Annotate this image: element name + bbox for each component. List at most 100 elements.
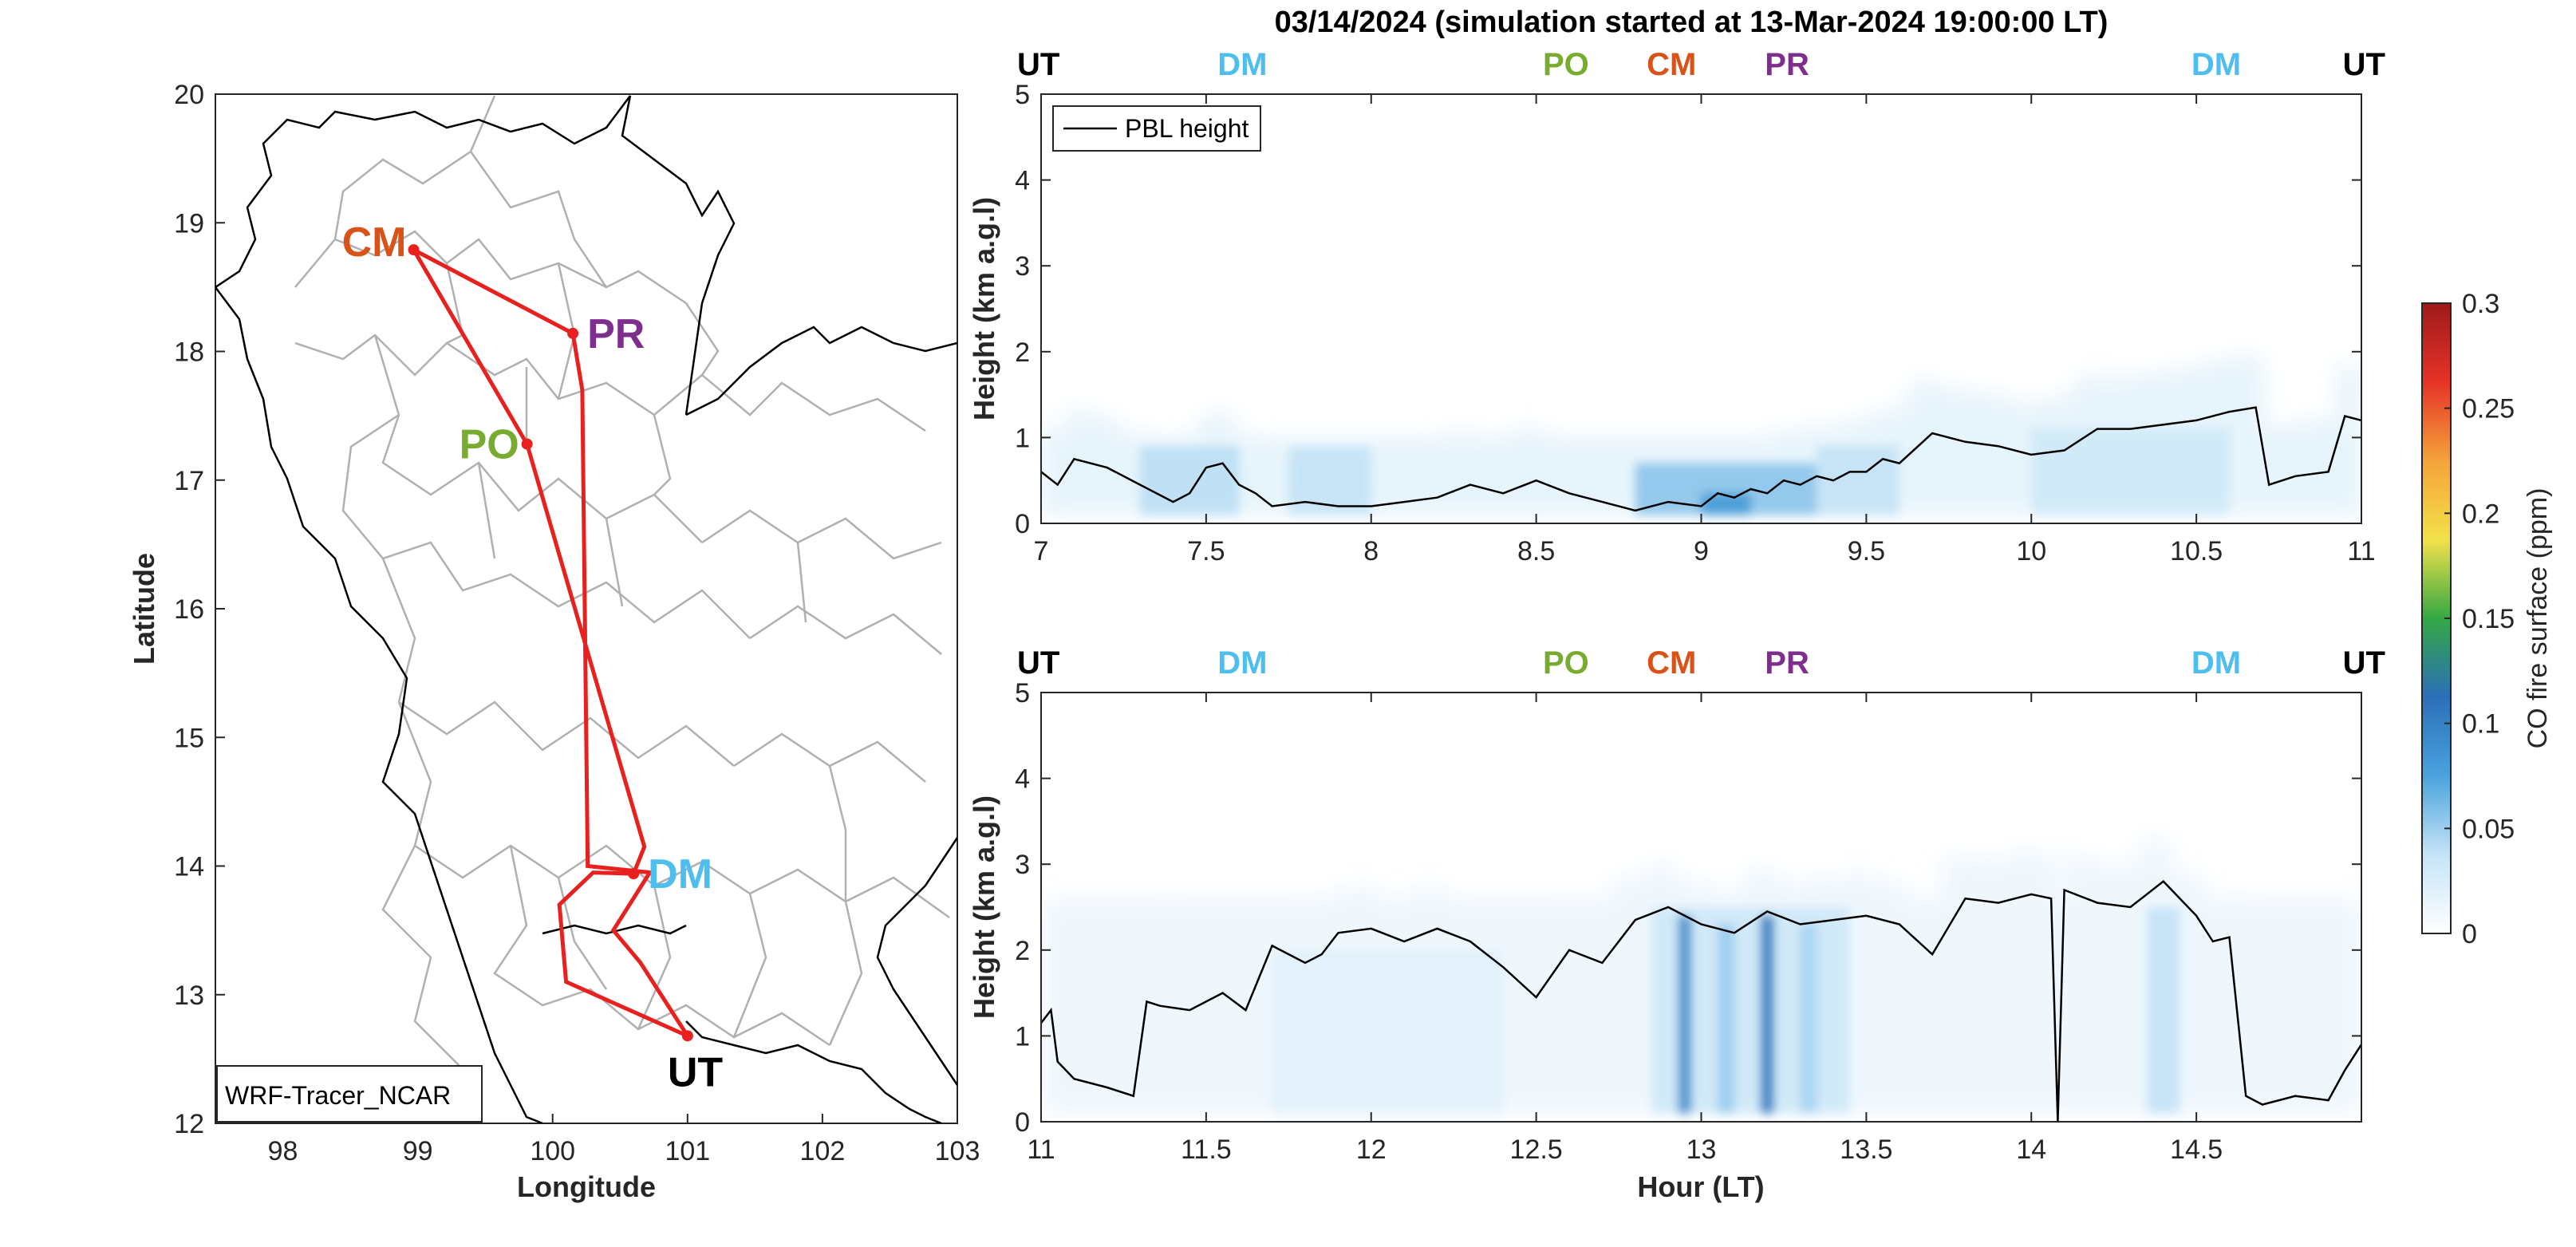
site-marker-pr: [567, 327, 579, 339]
legend-box: PBL height: [1052, 105, 1261, 152]
site-label-ut: UT: [668, 1049, 724, 1095]
site-label-dm: DM: [648, 851, 712, 898]
colorbar-tick-label: 0.3: [2462, 289, 2499, 319]
panel-bottom-ylabel: Height (km a.g.l): [968, 795, 1000, 1019]
colorbar-tick-label: 0.25: [2462, 394, 2515, 424]
xtick-label: 9: [1694, 536, 1709, 566]
site-label-cm: CM: [1647, 47, 1696, 82]
ytick-label: 4: [1015, 166, 1030, 196]
ytick-label: 2: [1015, 337, 1030, 368]
map-ytick-label: 14: [174, 852, 204, 882]
panel-bottom-site-labels: UT DM PO CM PR DM UT: [1017, 645, 2385, 681]
model-label-box: WRF-Tracer_NCAR: [216, 1065, 483, 1123]
site-label-ut: UT: [2343, 645, 2385, 681]
site-label-ut: UT: [1017, 47, 1059, 82]
colorbar-tick-label: 0: [2462, 919, 2477, 949]
xtick-label: 7.5: [1187, 536, 1225, 566]
xtick-label: 12: [1356, 1135, 1387, 1165]
site-label-ut: UT: [1017, 645, 1059, 681]
co-curtain-bottom: [1041, 838, 2361, 1114]
co-columns: [1140, 428, 2230, 515]
map-xtick-label: 99: [403, 1136, 433, 1166]
map-sites: CM PR PO DM UT: [342, 219, 724, 1095]
ytick-label: 3: [1015, 251, 1030, 282]
colorbar-ticks: 0 0.05 0.1 0.15 0.2 0.25 0.3: [2444, 289, 2515, 949]
xtick-label: 10: [2016, 536, 2046, 566]
xtick-label: 9.5: [1848, 536, 1885, 566]
xtick-label: 14: [2016, 1135, 2046, 1165]
xtick-label: 12.5: [1510, 1135, 1563, 1165]
xtick-label: 10.5: [2170, 536, 2223, 566]
map-xtick-label: 103: [935, 1136, 980, 1166]
panel-top-site-labels: UT DM PO CM PR DM UT: [1017, 47, 2385, 82]
panel-top: 7 7.5 8 8.5 9 9.5 10 10.5 11 0 1 2 3 4 5 PBL height UT…: [968, 47, 2385, 566]
map-ytick-label: 19: [174, 208, 204, 239]
co-curtain-top: [1041, 356, 2361, 515]
xtick-label: 14.5: [2170, 1135, 2223, 1165]
model-label: WRF-Tracer_NCAR: [225, 1081, 451, 1110]
map-ticks: 98 99 100 101 102 103 12 13 14 15 16 17 18 19 20: [174, 80, 980, 1166]
ytick-label: 4: [1015, 764, 1030, 795]
map-boundaries: CM PR PO DM UT: [215, 95, 957, 1123]
map-ytick-label: 13: [174, 981, 204, 1011]
site-marker-cm: [408, 244, 420, 256]
site-label-po: PO: [1543, 47, 1589, 82]
site-label-dm: DM: [1217, 47, 1267, 82]
xtick-label: 8: [1363, 536, 1379, 566]
co-columns: [1272, 907, 2180, 1114]
site-marker-dm: [628, 868, 640, 880]
ytick-label: 5: [1015, 678, 1030, 708]
pbl-line-bottom: [1041, 880, 2361, 1122]
site-label-po: PO: [460, 422, 519, 468]
site-marker-ut: [681, 1030, 693, 1042]
ytick-label: 5: [1015, 80, 1030, 110]
ytick-label: 3: [1015, 850, 1030, 880]
xtick-label: 11.5: [1181, 1135, 1232, 1165]
site-label-dm: DM: [2191, 645, 2241, 681]
colorbar-tick-label: 0.15: [2462, 604, 2515, 634]
map-xtick-label: 101: [665, 1136, 710, 1166]
map-ytick-label: 20: [174, 80, 204, 110]
survey-route: [412, 247, 689, 1038]
site-label-pr: PR: [1765, 645, 1809, 681]
map-xtick-label: 98: [268, 1136, 298, 1166]
map-panel: 98 99 100 101 102 103 12 13 14 15 16 17 18 19 20: [128, 80, 980, 1203]
xtick-label: 11: [1027, 1135, 1055, 1165]
site-label-pr: PR: [1765, 47, 1809, 82]
ytick-label: 2: [1015, 936, 1030, 966]
site-label-dm: DM: [1217, 645, 1267, 681]
panel-bottom-xlabel: Hour (LT): [1637, 1170, 1764, 1203]
colorbar-label: CO fire surface (ppm): [2523, 488, 2553, 749]
map-ytick-label: 17: [174, 466, 204, 496]
map-ytick-label: 18: [174, 337, 204, 368]
site-label-dm: DM: [2191, 47, 2241, 82]
ytick-label: 1: [1015, 423, 1030, 453]
site-label-po: PO: [1543, 645, 1589, 681]
colorbar-tick-label: 0.05: [2462, 814, 2515, 844]
panel-top-ylabel: Height (km a.g.l): [968, 197, 1000, 420]
colorbar-tick-label: 0.1: [2462, 709, 2499, 740]
figure-title: 03/14/2024 (simulation started at 13-Mar…: [1275, 6, 2109, 39]
map-ytick-label: 12: [174, 1109, 204, 1139]
map-ytick-label: 15: [174, 723, 204, 753]
ytick-label: 0: [1015, 1107, 1030, 1138]
ytick-label: 0: [1015, 509, 1030, 539]
map-xtick-label: 102: [800, 1136, 846, 1166]
pbl-line-top: [1041, 406, 2361, 512]
xtick-label: 11: [2347, 536, 2375, 566]
map-xlabel: Longitude: [517, 1170, 656, 1203]
route-segment: [412, 247, 689, 1037]
site-label-pr: PR: [587, 311, 645, 357]
map-ytick-label: 16: [174, 594, 204, 625]
map-ylabel: Latitude: [128, 553, 160, 665]
xtick-label: 8.5: [1517, 536, 1555, 566]
xtick-label: 13: [1686, 1135, 1717, 1165]
site-label-cm: CM: [342, 219, 407, 266]
legend-pbl-label: PBL height: [1125, 114, 1249, 143]
xtick-label: 13.5: [1840, 1135, 1892, 1165]
site-marker-po: [521, 438, 533, 450]
colorbar: 0 0.05 0.1 0.15 0.2 0.25 0.3 CO fire surface (…: [2421, 289, 2553, 949]
panel-top-axes: 7 7.5 8 8.5 9 9.5 10 10.5 11 0 1 2 3 4 5: [1015, 80, 2376, 566]
